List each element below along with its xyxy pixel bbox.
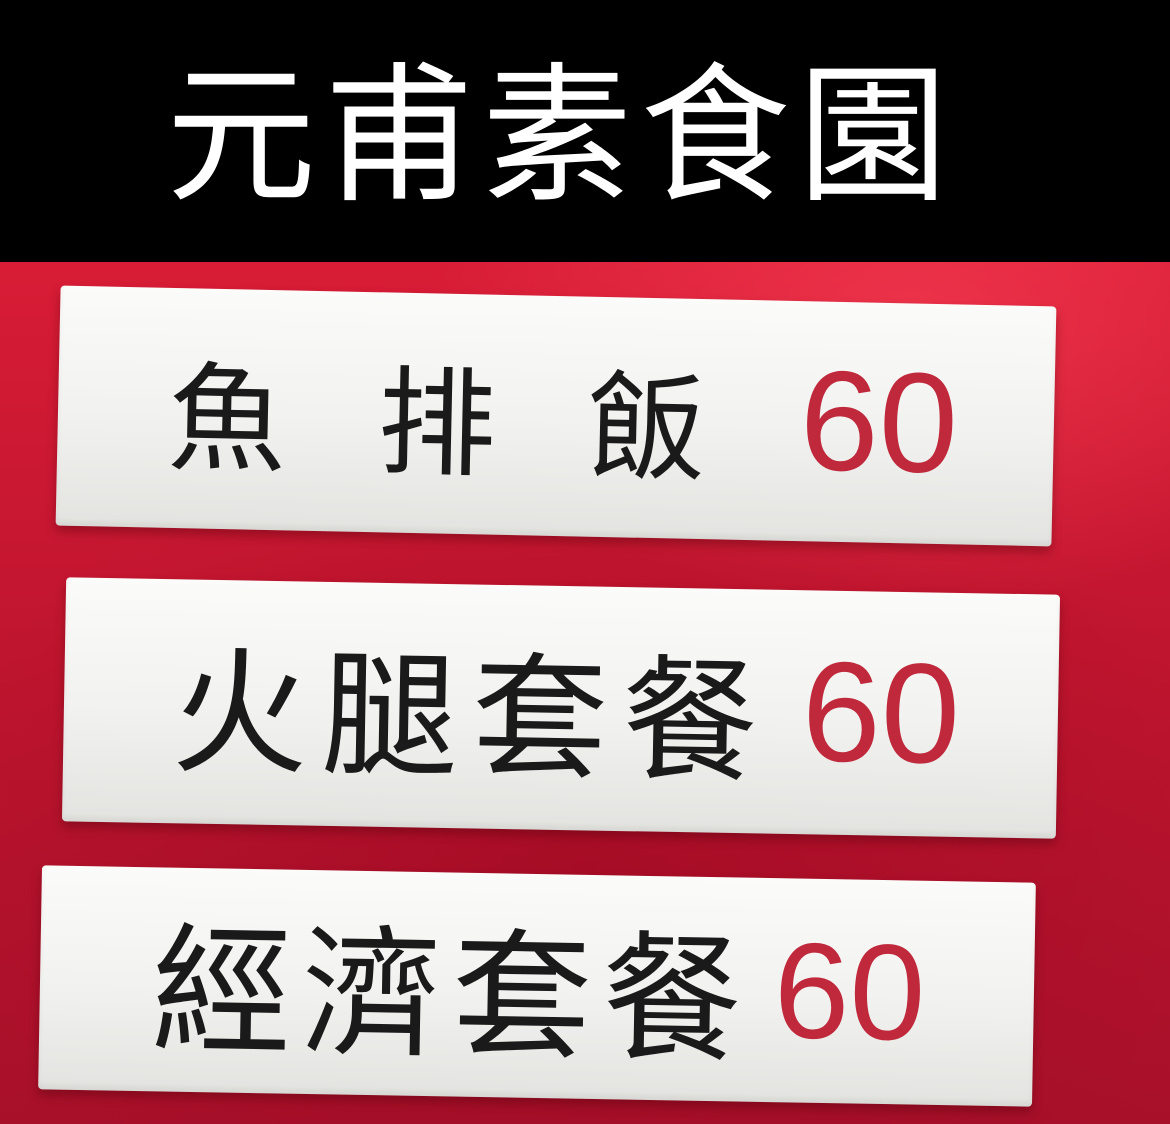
menu-item-name: 魚排飯 (166, 349, 800, 501)
menu-sign: 火腿套餐 60 (61, 577, 1061, 839)
menu-sign: 經濟套餐 60 (38, 865, 1036, 1107)
restaurant-title: 元甫素食園 (166, 50, 957, 224)
title-banner: 元甫素食園 (0, 0, 1170, 262)
menu-item-price: 60 (800, 632, 962, 794)
menu-item-price: 60 (798, 341, 960, 504)
menu-sign: 魚排飯 60 (55, 285, 1057, 547)
menu-item-name: 火腿套餐 (170, 634, 774, 804)
menu-item-price: 60 (772, 914, 927, 1069)
menu-item-name: 經濟套餐 (150, 910, 754, 1084)
